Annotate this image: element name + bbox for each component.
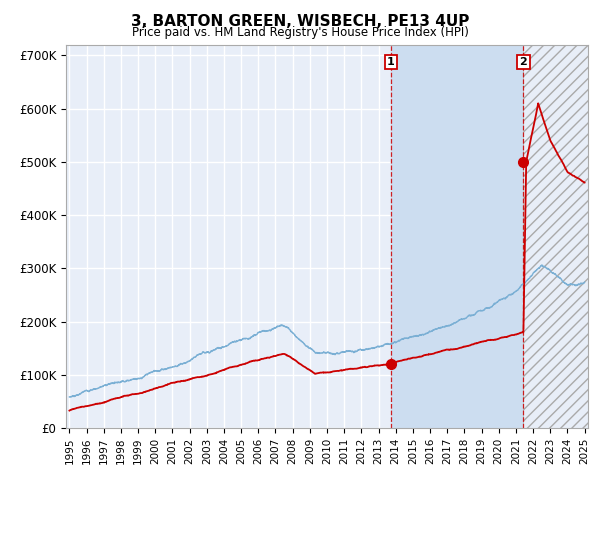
Text: 3, BARTON GREEN, WISBECH, PE13 4UP: 3, BARTON GREEN, WISBECH, PE13 4UP	[131, 14, 469, 29]
Text: 2: 2	[520, 57, 527, 67]
Bar	[391, 45, 523, 428]
Text: 1: 1	[387, 57, 395, 67]
Bar	[523, 45, 593, 428]
Text: Price paid vs. HM Land Registry's House Price Index (HPI): Price paid vs. HM Land Registry's House …	[131, 26, 469, 39]
